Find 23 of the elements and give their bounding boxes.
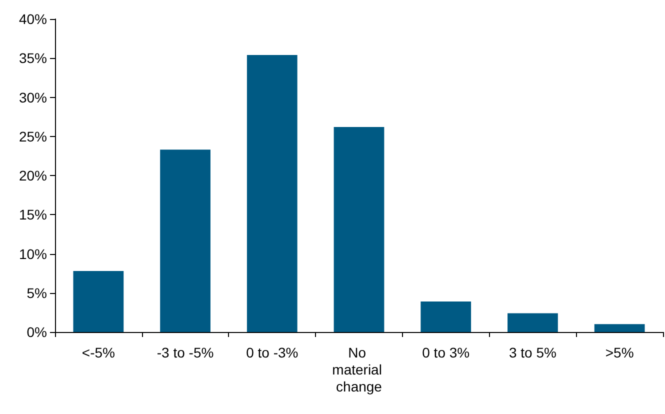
y-tick-label: 35% bbox=[18, 50, 47, 66]
y-tick-label: 40% bbox=[18, 11, 47, 27]
bar bbox=[420, 301, 472, 332]
y-tick-label: 20% bbox=[18, 168, 47, 184]
bar bbox=[334, 126, 384, 332]
x-tick-label: <-5% bbox=[82, 344, 115, 360]
x-tick-label: >5% bbox=[605, 344, 634, 360]
x-tick-label: 0 to 3% bbox=[422, 344, 470, 360]
bar bbox=[508, 313, 558, 332]
bar bbox=[160, 150, 210, 332]
y-tick-label: 5% bbox=[26, 284, 47, 301]
x-tick-label: 3 to 5% bbox=[508, 344, 556, 360]
y-tick-label: 30% bbox=[18, 89, 47, 106]
bar bbox=[594, 324, 645, 332]
x-tick-label: -3 to -5% bbox=[156, 344, 214, 360]
x-tick-label: No material change bbox=[332, 344, 386, 394]
bar bbox=[73, 270, 124, 332]
y-tick-label: 25% bbox=[18, 128, 47, 144]
y-tick-label: 0% bbox=[26, 324, 47, 340]
y-tick-label: 10% bbox=[18, 246, 47, 262]
x-tick-label: 0 to -3% bbox=[246, 344, 298, 360]
y-tick-label: 15% bbox=[18, 206, 47, 223]
bar bbox=[246, 54, 298, 332]
